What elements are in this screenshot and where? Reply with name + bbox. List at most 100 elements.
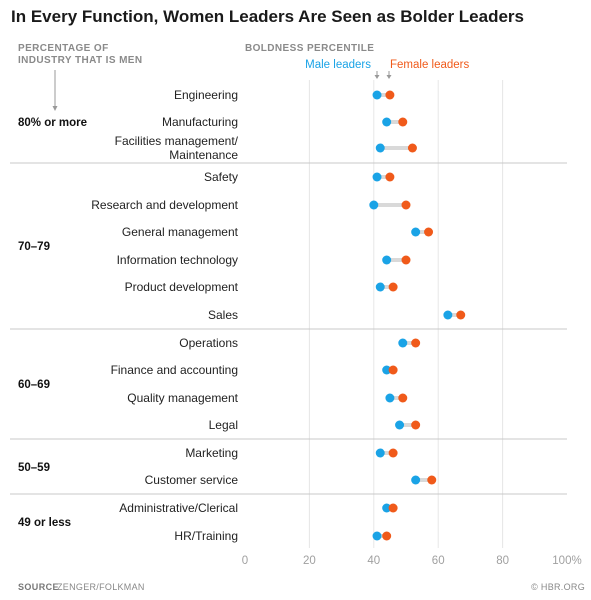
female-point (398, 117, 408, 127)
female-point (398, 393, 408, 403)
row: Information technology (117, 253, 411, 267)
female-point (385, 172, 395, 182)
x-tick-label-80: 80 (496, 555, 509, 567)
row: Manufacturing (162, 115, 408, 129)
footer-credit: © HBR.ORG (531, 582, 585, 592)
female-point (388, 448, 398, 458)
female-point (401, 255, 411, 265)
legend-male-label: Male leaders (305, 59, 371, 71)
row: Engineering (174, 88, 395, 102)
legend-markers (52, 70, 392, 111)
function-label: Administrative/Clerical (119, 501, 238, 515)
female-point (388, 503, 398, 513)
function-label: Engineering (174, 88, 238, 102)
footer-source-label: SOURCE (18, 582, 59, 592)
group-label: 60–69 (18, 379, 50, 391)
male-point (382, 503, 392, 513)
row: Administrative/Clerical (119, 501, 398, 515)
row: Quality management (127, 391, 408, 405)
x-axis-ticks: 0 20 40 60 80 100% (242, 555, 582, 567)
row: HR/Training (174, 529, 392, 543)
left-column-header-line-2: INDUSTRY THAT IS MEN (18, 55, 142, 66)
x-tick-label-60: 60 (432, 555, 445, 567)
male-point (411, 475, 421, 485)
row: Sales (208, 308, 466, 322)
female-point (401, 200, 411, 210)
male-point (382, 255, 392, 265)
row: Safety (204, 170, 395, 184)
row: General management (122, 225, 434, 239)
left-column-arrow (52, 70, 58, 111)
function-label: Maintenance (169, 148, 238, 162)
female-point (388, 365, 398, 375)
female-point (382, 531, 392, 541)
function-label: General management (122, 225, 239, 239)
function-label: Facilities management/ (115, 134, 239, 148)
grid-lines (308, 80, 504, 548)
function-label: Finance and accounting (111, 363, 238, 377)
male-point (382, 117, 392, 127)
female-point (411, 420, 421, 430)
x-tick-label-0: 0 (242, 555, 248, 567)
function-label: Research and development (91, 198, 238, 212)
function-label: Legal (209, 418, 238, 432)
function-label: Sales (208, 308, 238, 322)
male-point (382, 365, 392, 375)
row: Finance and accounting (111, 363, 398, 377)
male-point (375, 282, 385, 292)
function-label: Quality management (127, 391, 238, 405)
male-point (372, 531, 382, 541)
female-point (424, 227, 434, 237)
footer-source-text: ZENGER/FOLKMAN (57, 582, 145, 592)
legend-male-arrow (374, 71, 380, 79)
row: Facilities management/Maintenance (115, 134, 417, 162)
female-point (388, 282, 398, 292)
male-point (411, 227, 421, 237)
function-label: HR/Training (174, 529, 238, 543)
male-point (375, 143, 385, 153)
right-column-header: BOLDNESS PERCENTILE (245, 43, 374, 54)
male-point (372, 90, 382, 100)
female-point (411, 338, 421, 348)
left-column-header-line-1: PERCENTAGE OF (18, 43, 109, 54)
female-point (456, 310, 466, 320)
row: Research and development (91, 198, 411, 212)
legend-female-arrow (386, 71, 392, 79)
male-point (372, 172, 382, 182)
female-point (407, 143, 417, 153)
x-tick-label-20: 20 (303, 555, 316, 567)
male-point (398, 338, 408, 348)
function-label: Manufacturing (162, 115, 238, 129)
x-tick-label-40: 40 (367, 555, 380, 567)
group-label: 70–79 (18, 241, 50, 253)
group-label: 50–59 (18, 462, 50, 474)
male-point (443, 310, 453, 320)
group-separators (10, 162, 567, 495)
female-point (427, 475, 437, 485)
group-labels: 80% or more 70–79 60–69 50–59 49 or less (18, 117, 87, 529)
row: Operations (179, 336, 421, 350)
female-point (385, 90, 395, 100)
group-label: 49 or less (18, 517, 71, 529)
male-point (385, 393, 395, 403)
group-label: 80% or more (18, 117, 87, 129)
male-point (395, 420, 405, 430)
x-tick-label-100: 100% (552, 555, 581, 567)
chart-rows: Engineering Manufacturing Facilities manag… (91, 88, 466, 543)
function-label: Customer service (145, 473, 239, 487)
function-label: Information technology (117, 253, 238, 267)
function-label: Product development (125, 280, 239, 294)
row: Legal (209, 418, 421, 432)
male-point (375, 448, 385, 458)
chart-title: In Every Function, Women Leaders Are See… (11, 7, 524, 26)
function-label: Marketing (185, 446, 238, 460)
function-label: Operations (179, 336, 238, 350)
row: Customer service (145, 473, 437, 487)
function-label: Safety (204, 170, 238, 184)
row: Product development (125, 280, 398, 294)
legend-female-label: Female leaders (390, 59, 470, 71)
row: Marketing (185, 446, 398, 460)
male-point (369, 200, 379, 210)
